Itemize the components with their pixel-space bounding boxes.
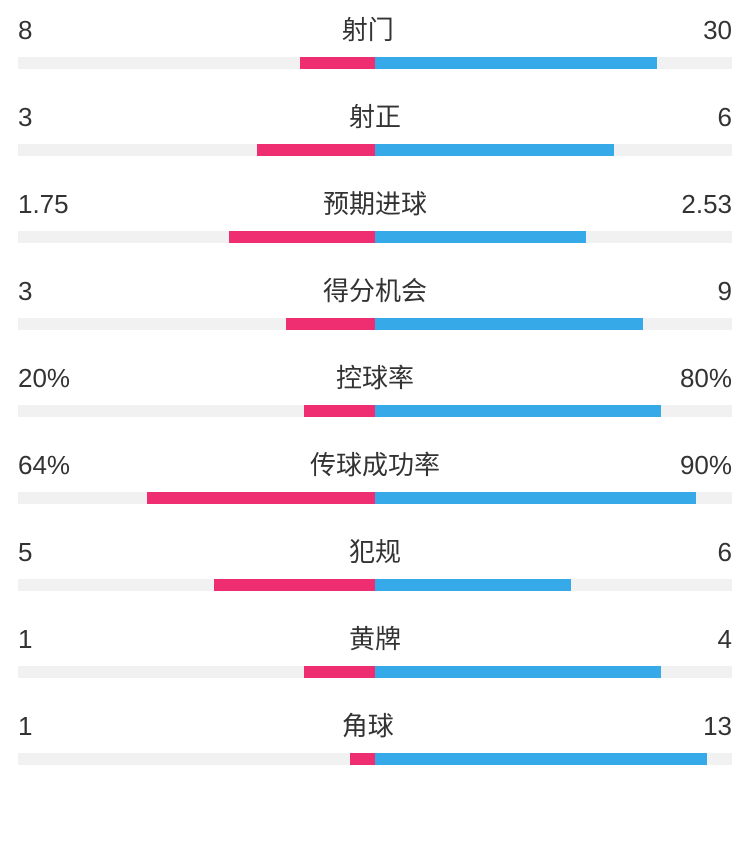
stat-left-value: 1 [18, 711, 32, 742]
stat-bar-right-fill [375, 57, 657, 69]
stat-label: 传球成功率 [70, 445, 680, 482]
stat-row: 8射门30 [18, 10, 732, 69]
stat-bar [18, 666, 732, 678]
stat-left-value: 5 [18, 537, 32, 568]
stat-bar-right-fill [375, 405, 661, 417]
stat-right-value: 6 [718, 102, 732, 133]
stat-labels: 5犯规6 [18, 532, 732, 569]
stat-label: 角球 [32, 706, 703, 743]
stat-bar-right-track [375, 318, 732, 330]
stat-left-value: 64% [18, 450, 70, 481]
stat-row: 1黄牌4 [18, 619, 732, 678]
stat-bar [18, 579, 732, 591]
stat-label: 得分机会 [32, 271, 717, 308]
stat-bar-right-fill [375, 318, 643, 330]
stat-labels: 8射门30 [18, 10, 732, 47]
stat-row: 1.75预期进球2.53 [18, 184, 732, 243]
stat-bar-left-track [18, 57, 375, 69]
stat-bar-left-fill [304, 405, 375, 417]
stat-bar-left-fill [229, 231, 375, 243]
stat-bar-left-track [18, 492, 375, 504]
stat-right-value: 90% [680, 450, 732, 481]
stat-right-value: 30 [703, 15, 732, 46]
stat-row: 3射正6 [18, 97, 732, 156]
stat-bar [18, 144, 732, 156]
stat-bar-left-track [18, 753, 375, 765]
stat-right-value: 4 [718, 624, 732, 655]
stat-right-value: 6 [718, 537, 732, 568]
stat-bar-right-fill [375, 753, 707, 765]
stat-bar-right-track [375, 666, 732, 678]
stat-bar-left-fill [147, 492, 375, 504]
stat-bar-left-track [18, 405, 375, 417]
stat-bar-left-track [18, 144, 375, 156]
stat-left-value: 1 [18, 624, 32, 655]
stat-label: 控球率 [70, 358, 680, 395]
stat-label: 预期进球 [69, 184, 682, 221]
stat-bar-left-fill [214, 579, 375, 591]
stat-left-value: 8 [18, 15, 32, 46]
stat-bar [18, 492, 732, 504]
stat-left-value: 20% [18, 363, 70, 394]
stat-row: 1角球13 [18, 706, 732, 765]
stat-right-value: 13 [703, 711, 732, 742]
stat-right-value: 80% [680, 363, 732, 394]
stat-row: 20%控球率80% [18, 358, 732, 417]
stat-row: 64%传球成功率90% [18, 445, 732, 504]
stat-labels: 20%控球率80% [18, 358, 732, 395]
stat-left-value: 3 [18, 102, 32, 133]
stat-bar-right-fill [375, 492, 696, 504]
stat-bar-right-track [375, 753, 732, 765]
stat-labels: 1角球13 [18, 706, 732, 743]
stat-bar-right-fill [375, 231, 586, 243]
stat-bar-right-track [375, 57, 732, 69]
stat-bar [18, 318, 732, 330]
stat-bar-left-fill [304, 666, 375, 678]
stat-label: 黄牌 [32, 619, 717, 656]
stat-bar-left-fill [300, 57, 375, 69]
stat-bar [18, 57, 732, 69]
stat-row: 3得分机会9 [18, 271, 732, 330]
stat-bar-left-track [18, 231, 375, 243]
stat-bar-right-track [375, 231, 732, 243]
stat-left-value: 3 [18, 276, 32, 307]
stat-bar-right-track [375, 579, 732, 591]
stat-bar-right-fill [375, 144, 614, 156]
stat-bar-left-fill [350, 753, 375, 765]
stat-bar-right-track [375, 492, 732, 504]
stat-labels: 1黄牌4 [18, 619, 732, 656]
stat-bar [18, 231, 732, 243]
stat-bar-right-track [375, 144, 732, 156]
stat-bar [18, 753, 732, 765]
stat-row: 5犯规6 [18, 532, 732, 591]
stat-bar [18, 405, 732, 417]
stat-labels: 3射正6 [18, 97, 732, 134]
stat-bar-right-fill [375, 666, 661, 678]
stat-bar-left-track [18, 579, 375, 591]
stat-right-value: 9 [718, 276, 732, 307]
stat-label: 射门 [32, 10, 703, 47]
stat-right-value: 2.53 [681, 189, 732, 220]
match-stats-comparison: 8射门303射正61.75预期进球2.533得分机会920%控球率80%64%传… [18, 10, 732, 765]
stat-labels: 3得分机会9 [18, 271, 732, 308]
stat-labels: 64%传球成功率90% [18, 445, 732, 482]
stat-bar-left-fill [286, 318, 375, 330]
stat-bar-left-track [18, 666, 375, 678]
stat-left-value: 1.75 [18, 189, 69, 220]
stat-label: 射正 [32, 97, 717, 134]
stat-bar-right-fill [375, 579, 571, 591]
stat-labels: 1.75预期进球2.53 [18, 184, 732, 221]
stat-label: 犯规 [32, 532, 717, 569]
stat-bar-right-track [375, 405, 732, 417]
stat-bar-left-fill [257, 144, 375, 156]
stat-bar-left-track [18, 318, 375, 330]
